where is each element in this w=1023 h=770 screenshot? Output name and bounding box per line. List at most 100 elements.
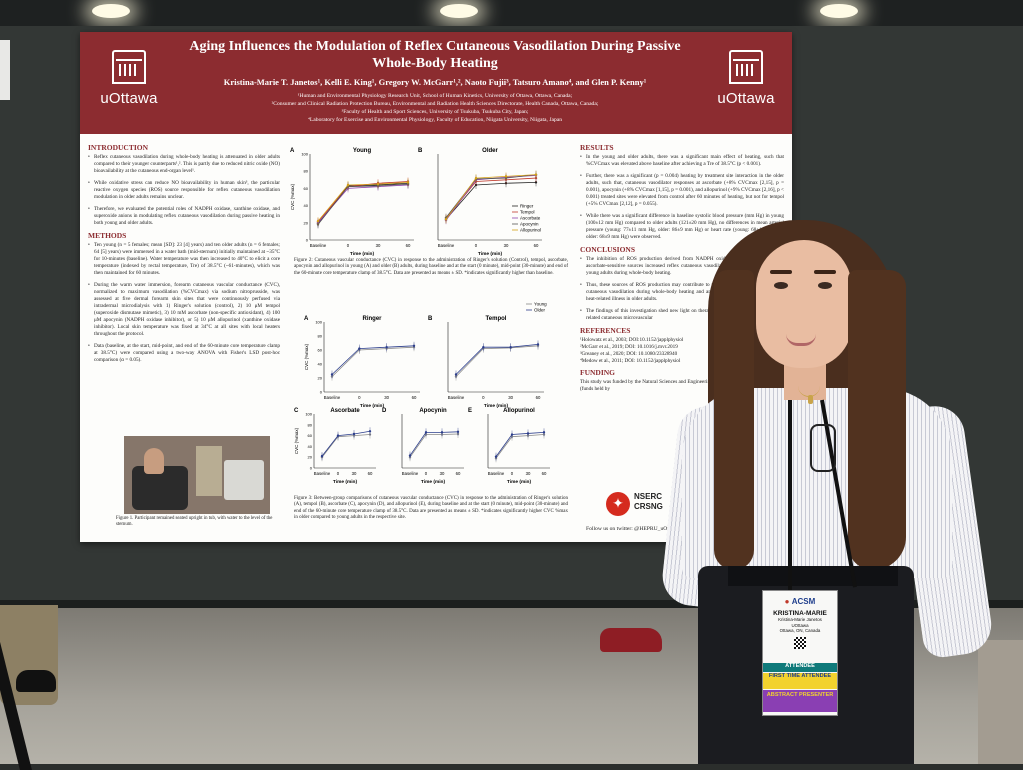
x-tick-label: 30 (504, 243, 509, 248)
data-point (316, 219, 320, 223)
ceiling (0, 0, 1023, 30)
x-axis-label: Time (min) (478, 251, 503, 257)
chart-panel-B: Older B Baseline 0 30 60 Time (min) (418, 148, 542, 257)
conclusions-heading: CONCLUSIONS (580, 245, 636, 254)
intro-bullet: Therefore, we evaluated the potential ro… (88, 206, 280, 227)
x-tick-label: 0 (347, 243, 350, 248)
series-line (317, 184, 409, 224)
data-point (346, 183, 350, 187)
x-tick-label: 0 (482, 395, 485, 400)
funding-heading: FUNDING (580, 368, 615, 377)
eyebrow (770, 270, 792, 274)
hair-strand (848, 270, 906, 570)
affiliation: ³Faculty of Health and Sport Sciences, U… (341, 109, 529, 115)
x-axis-label: Time (min) (507, 479, 532, 485)
data-point (542, 431, 546, 434)
y-tick-label: 20 (304, 220, 309, 225)
sunglasses-icon (810, 424, 836, 472)
x-tick-label: Baseline (402, 471, 419, 476)
lanyard (788, 400, 792, 590)
series-line (321, 434, 371, 458)
badge-location: Ottawa, ON, Canada (779, 628, 821, 634)
x-tick-label: 0 (337, 471, 340, 476)
legend-label: Apocynin (520, 222, 539, 227)
chart-title: Ringer (362, 316, 382, 322)
legend-label: Ascorbate (520, 216, 541, 221)
poster-title: Aging Influences the Modulation of Refle… (189, 39, 681, 71)
x-axis-label: Time (min) (421, 479, 446, 485)
affiliation: ⁴Laboratory for Exercise and Environment… (307, 117, 563, 123)
y-tick-label: 60 (318, 348, 323, 353)
x-tick-label: Baseline (324, 395, 341, 400)
y-tick-label: 40 (308, 444, 313, 449)
results-bullet: Further, there was a significant (p = 0.… (580, 173, 784, 208)
data-point (336, 434, 340, 437)
badge-name: KRISTINA-MARIE (773, 610, 827, 617)
y-tick-label: 100 (315, 320, 322, 325)
data-point (444, 218, 448, 221)
panel-letter: D (382, 408, 387, 414)
data-point (526, 432, 530, 435)
series-line (317, 182, 409, 224)
belt (728, 566, 898, 586)
participant (144, 448, 164, 474)
data-point (510, 433, 514, 436)
uottawa-logo-right: uOttawa (706, 50, 786, 122)
smile (786, 334, 816, 346)
maple-leaf-icon: ✦ (606, 492, 630, 516)
y-tick-label: 60 (308, 433, 313, 438)
ribbon-first-time: FIRST TIME ATTENDEE (763, 673, 837, 689)
reference-item: ²McGarr et al., 2019; DOI: 10.1016/j.mvr… (580, 344, 678, 350)
chart-title: Older (482, 148, 498, 154)
data-point (408, 454, 412, 457)
ceiling-light (440, 4, 478, 18)
x-axis-label: Time (min) (484, 403, 509, 409)
data-point (358, 347, 361, 350)
face (756, 240, 852, 368)
y-tick-label: 20 (308, 455, 313, 460)
series-line (409, 433, 459, 458)
pendant (808, 395, 813, 404)
y-axis-label: CVC (%max) (290, 183, 295, 210)
x-axis-label: Time (min) (333, 479, 358, 485)
right-column: RESULTS In the young and older adults, t… (580, 142, 784, 393)
x-tick-label: 60 (534, 243, 539, 248)
easel-leg (0, 600, 60, 770)
ribbon-attendee: ATTENDEE (763, 663, 837, 672)
y-tick-label: 40 (304, 203, 309, 208)
conclusions-bullet: Thus, these sources of ROS production ma… (580, 282, 784, 303)
neighbor-poster-edge (0, 40, 10, 100)
panel-letter: B (428, 316, 433, 322)
series-line (455, 344, 539, 375)
red-shoe (600, 628, 662, 652)
panel-letter: B (418, 148, 423, 154)
series-line (317, 183, 409, 225)
x-tick-label: 30 (352, 471, 357, 476)
figure-1-photo (124, 436, 270, 514)
x-tick-label: 60 (536, 395, 541, 400)
chart-title: Apocynin (419, 408, 447, 414)
x-tick-label: Baseline (448, 395, 465, 400)
y-axis-label: CVC (%max) (294, 427, 299, 454)
series-line (317, 181, 409, 223)
y-tick-label: 0 (306, 238, 309, 243)
chart-title: Allopurinol (503, 408, 535, 414)
y-tick-label: 80 (308, 422, 313, 427)
chart-title: Young (353, 148, 372, 154)
affiliation: ¹Human and Environmental Physiology Rese… (297, 93, 573, 99)
logo-text: uOttawa (717, 90, 775, 107)
uottawa-logo-left: uOttawa (94, 50, 164, 122)
data-point (440, 431, 444, 434)
y-axis-label: CVC (%max) (304, 343, 309, 370)
monitor (224, 460, 264, 500)
x-tick-label: 30 (526, 471, 531, 476)
x-tick-label: 60 (542, 471, 547, 476)
y-tick-label: 60 (304, 186, 309, 191)
poster-authors: Kristina-Marie T. Janetos¹, Kelli E. Kin… (223, 77, 647, 87)
y-tick-label: 80 (318, 334, 323, 339)
panel-letter: C (294, 408, 299, 414)
x-tick-label: Baseline (488, 471, 505, 476)
panel-letter: A (290, 148, 295, 154)
